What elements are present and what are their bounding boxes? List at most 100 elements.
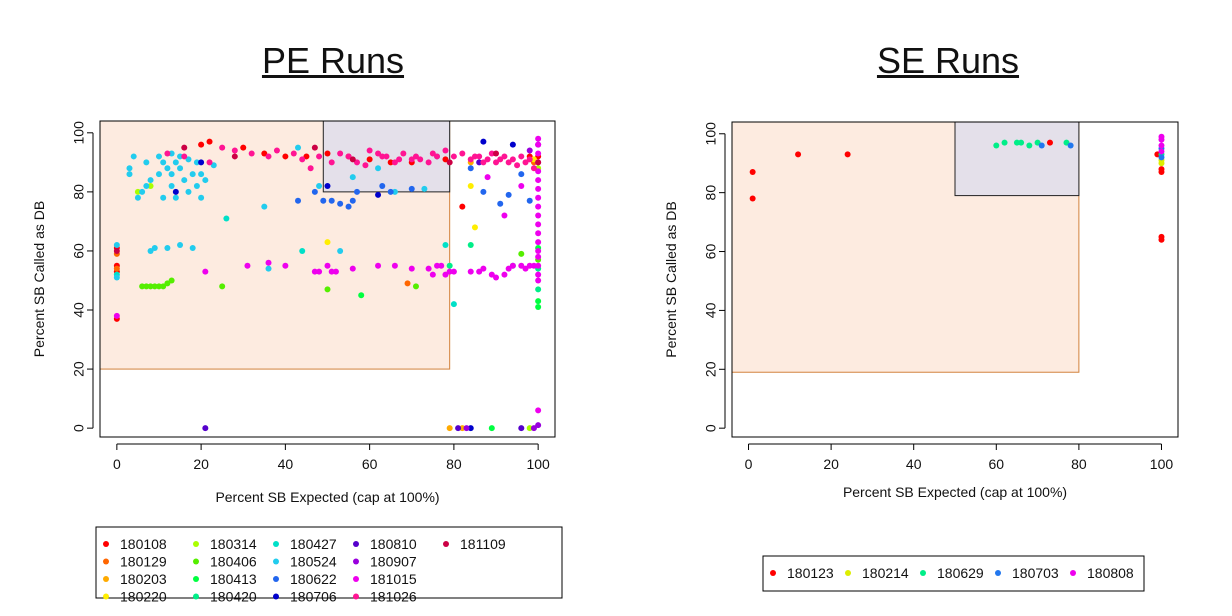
pe-point-181026 — [362, 162, 369, 169]
pe-point-180907 — [463, 425, 470, 432]
pe-point-181026 — [391, 159, 398, 166]
pe-point-180420 — [467, 242, 474, 249]
pe-legend-label-180108: 180108 — [120, 536, 167, 552]
pe-point-180129 — [113, 265, 120, 272]
pe-legend-label-180406: 180406 — [210, 554, 257, 570]
pe-point-181015 — [484, 174, 491, 181]
se-x-tick-label-40: 40 — [906, 456, 922, 472]
se-point-180123 — [844, 151, 851, 158]
pe-y-tick-label-100: 100 — [71, 121, 87, 145]
pe-legend-marker-181026 — [353, 593, 359, 600]
pe-x-tick-label-100: 100 — [526, 456, 550, 472]
pe-y-tick-label-20: 20 — [71, 361, 87, 377]
pe-legend-marker-180706 — [273, 593, 279, 600]
pe-legend-label-180129: 180129 — [120, 554, 167, 570]
pe-point-180108 — [206, 138, 213, 145]
pe-point-180524 — [391, 188, 398, 195]
pe-point-180220 — [467, 182, 474, 189]
pe-point-180203 — [446, 425, 453, 432]
pe-legend-label-180706: 180706 — [290, 589, 337, 605]
pe-point-181026 — [509, 156, 516, 163]
pe-point-181015 — [535, 271, 542, 278]
pe-plot-frame — [99, 120, 556, 438]
pe-legend-label-180220: 180220 — [120, 589, 167, 605]
pe-point-180524 — [130, 153, 137, 160]
pe-point-180622 — [349, 197, 356, 204]
se-y-tick-label-100: 100 — [703, 122, 719, 146]
pe-point-181015 — [535, 135, 542, 142]
pe-point-180108 — [282, 153, 289, 160]
pe-point-181015 — [535, 177, 542, 184]
pe-point-181015 — [535, 150, 542, 157]
pe-point-180524 — [160, 194, 167, 201]
pe-point-181015 — [202, 268, 209, 275]
pe-point-181026 — [273, 147, 280, 154]
pe-point-180622 — [337, 200, 344, 207]
pe-point-180907 — [530, 425, 537, 432]
pe-point-180706 — [480, 138, 487, 145]
pe-point-180524 — [198, 194, 205, 201]
pe-point-180314 — [134, 188, 141, 195]
pe-point-181015 — [434, 262, 441, 269]
pe-x-tick-label-20: 20 — [193, 456, 209, 472]
pe-point-180524 — [113, 242, 120, 249]
pe-point-180314 — [526, 425, 533, 432]
pe-point-181015 — [316, 268, 323, 275]
pe-point-180524 — [375, 165, 382, 172]
se-point-180703 — [1038, 142, 1045, 149]
pe-point-180524 — [210, 162, 217, 169]
pe-point-181026 — [518, 153, 525, 160]
pe-point-180810 — [455, 425, 462, 432]
pe-point-181109 — [349, 156, 356, 163]
pe-point-180406 — [518, 250, 525, 257]
pe-point-181026 — [375, 150, 382, 157]
pe-point-180907 — [535, 422, 542, 429]
pe-point-181026 — [497, 156, 504, 163]
pe-x-axis-label: Percent SB Expected (cap at 100%) — [215, 489, 439, 505]
pe-point-181015 — [113, 312, 120, 319]
pe-point-180524 — [155, 153, 162, 160]
pe-point-180524 — [177, 165, 184, 172]
pe-point-181026 — [248, 150, 255, 157]
se-point-180123 — [795, 151, 802, 158]
pe-point-180622 — [480, 188, 487, 195]
pe-point-180622 — [518, 171, 525, 178]
pe-point-181026 — [366, 147, 373, 154]
pe-point-181015 — [349, 265, 356, 272]
pe-point-180524 — [185, 188, 192, 195]
pe-point-181026 — [429, 150, 436, 157]
pe-point-181015 — [244, 262, 251, 269]
pe-point-180706 — [324, 182, 331, 189]
pe-point-181026 — [383, 153, 390, 160]
pe-point-180524 — [316, 182, 323, 189]
pe-point-181015 — [324, 262, 331, 269]
pe-point-181015 — [535, 194, 542, 201]
se-legend-marker-180808 — [1070, 570, 1076, 576]
pe-point-181015 — [501, 212, 508, 219]
pe-point-181026 — [471, 153, 478, 160]
pe-point-181026 — [337, 150, 344, 157]
pe-legend-marker-180203 — [103, 576, 109, 582]
pe-legend-marker-180129 — [103, 558, 109, 565]
se-legend-label-180214: 180214 — [862, 565, 909, 581]
pe-point-180524 — [172, 159, 179, 166]
pe-point-180406 — [160, 283, 167, 290]
pe-point-180706 — [198, 159, 205, 166]
se-legend-label-180123: 180123 — [787, 565, 834, 581]
pe-legend-marker-180622 — [273, 576, 279, 582]
pe-point-181109 — [535, 159, 542, 166]
se-point-180629 — [1026, 142, 1033, 149]
se-legend-marker-180629 — [920, 570, 926, 576]
pe-y-tick-label-0: 0 — [71, 424, 87, 432]
pe-point-180524 — [126, 165, 133, 172]
pe-point-180524 — [189, 171, 196, 178]
pe-point-180706 — [375, 191, 382, 198]
pe-point-180406 — [412, 283, 419, 290]
pe-point-181026 — [290, 150, 297, 157]
pe-point-181026 — [505, 159, 512, 166]
se-x-tick-label-0: 0 — [745, 456, 753, 472]
se-x-tick-label-60: 60 — [989, 456, 1005, 472]
pe-point-181015 — [429, 271, 436, 278]
pe-y-axis-label: Percent SB Called as DB — [31, 201, 47, 357]
se-region-1 — [954, 121, 1080, 197]
